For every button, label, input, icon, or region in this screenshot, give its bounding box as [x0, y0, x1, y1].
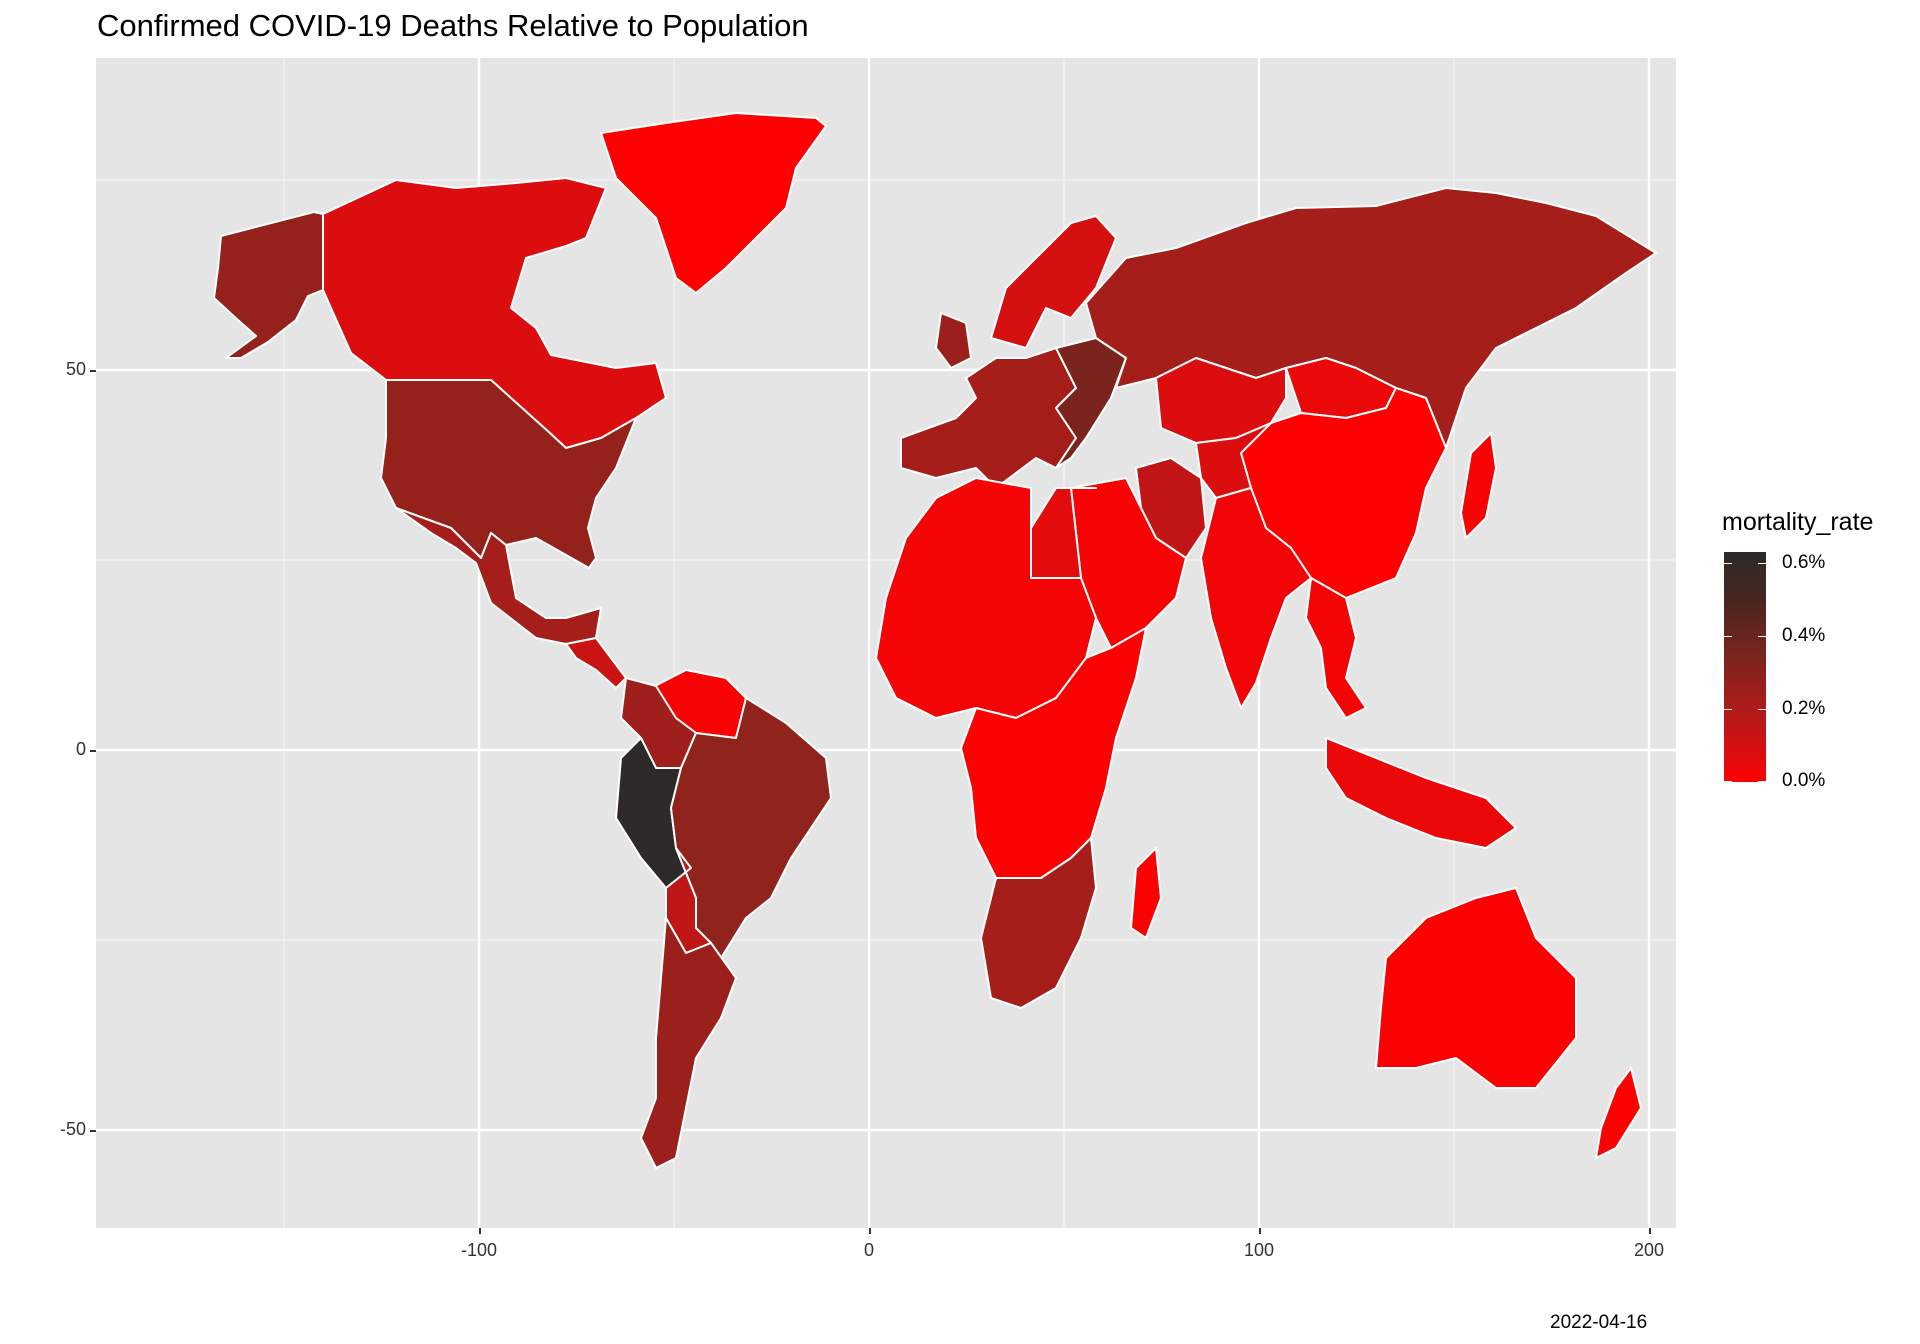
legend-tick [1724, 563, 1732, 564]
region-kazakhstan [1155, 357, 1287, 444]
legend-label: 0.4% [1782, 625, 1826, 646]
world-map [96, 58, 1676, 1228]
legend-tick [1758, 781, 1766, 782]
x-tick-label: 100 [1243, 1240, 1275, 1260]
y-tick-mark [90, 1130, 96, 1132]
region-india [1200, 487, 1312, 709]
x-tick-mark [1649, 1228, 1651, 1234]
x-tick-label: 200 [1633, 1240, 1665, 1260]
region-new-zealand [1595, 1067, 1642, 1159]
region-southern-africa [980, 837, 1097, 1009]
legend-tick [1758, 636, 1766, 637]
region-madagascar [1130, 847, 1162, 939]
region-argentina [640, 917, 737, 1169]
y-tick-label: 0 [75, 739, 86, 759]
region-central-america [565, 637, 627, 689]
y-tick-label: 50 [65, 359, 86, 379]
y-tick-mark [90, 750, 96, 752]
chart-title: Confirmed COVID-19 Deaths Relative to Po… [97, 8, 809, 43]
legend-label: 0.0% [1782, 770, 1826, 791]
legend-title: mortality_rate [1722, 508, 1874, 536]
region-southeast-asia [1305, 577, 1367, 719]
y-tick-label: -50 [59, 1119, 86, 1139]
x-tick-label: -100 [460, 1240, 498, 1260]
region-greenland [600, 112, 827, 294]
legend-label: 0.6% [1782, 552, 1826, 573]
region-scandinavia [990, 215, 1117, 349]
region-alaska [213, 211, 324, 359]
legend-label: 0.2% [1782, 698, 1826, 719]
legend-tick [1758, 563, 1766, 564]
region-indonesia [1325, 737, 1517, 849]
legend-tick [1724, 781, 1732, 782]
x-tick-mark [869, 1228, 871, 1234]
date-caption: 2022-04-16 [1550, 1312, 1648, 1333]
plot-panel [96, 58, 1676, 1228]
region-great-britain [935, 312, 972, 369]
legend-tick [1724, 636, 1732, 637]
x-tick-mark [479, 1228, 481, 1234]
x-tick-label: 0 [863, 1240, 874, 1260]
legend-tick [1758, 709, 1766, 710]
region-australia [1375, 887, 1577, 1089]
y-tick-mark [90, 370, 96, 372]
region-mexico [395, 507, 602, 645]
legend-colorbar [1724, 552, 1766, 782]
region-japan [1460, 432, 1497, 539]
legend-tick [1724, 709, 1732, 710]
region-central-africa [960, 627, 1147, 879]
x-tick-mark [1259, 1228, 1261, 1234]
region-central-asia [1195, 422, 1272, 499]
